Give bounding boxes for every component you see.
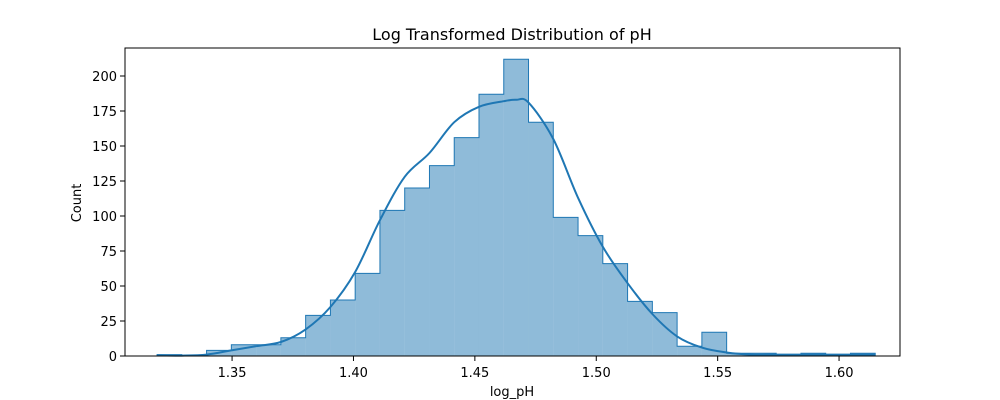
histogram-bar [231,344,257,356]
y-tick-label: 125 [92,175,117,190]
histogram-bar [528,122,554,356]
histogram-bar [503,59,529,356]
histogram-bar [429,165,455,356]
kde-curve [157,97,876,357]
x-tick-label: 1.55 [703,366,732,381]
histogram-bar [578,235,603,356]
histogram-bar [404,188,430,356]
x-tick-label: 1.45 [460,366,489,381]
y-tick-label: 200 [92,70,117,85]
histogram-bar [454,137,479,356]
y-tick-label: 75 [100,245,117,260]
y-tick-label: 175 [92,105,117,120]
histogram-bar [553,217,579,356]
histogram-bars [156,58,876,357]
x-axis-label: log_pH [490,385,534,400]
histogram-bar [379,210,405,356]
y-tick-label: 150 [92,140,117,155]
histogram-bar [330,300,356,356]
y-tick-label: 0 [109,350,117,365]
x-axis-ticks: 1.35 1.40 1.45 1.50 1.55 1.60 [218,356,854,381]
histogram-bar [256,344,281,356]
y-tick-label: 25 [100,315,117,330]
histogram-bar [478,94,504,356]
y-tick-label: 100 [92,210,117,225]
x-tick-label: 1.50 [582,366,611,381]
histogram-bar [280,337,306,356]
chart-title: Log Transformed Distribution of pH [372,25,651,44]
x-tick-label: 1.40 [339,366,368,381]
histogram-bar [677,346,702,356]
y-tick-label: 50 [100,280,117,295]
histogram-bar [305,315,331,356]
plot-area-frame [124,47,901,357]
x-tick-label: 1.35 [218,366,247,381]
histogram-bar [355,273,380,356]
y-axis-label: Count [70,184,85,223]
x-tick-label: 1.60 [825,366,854,381]
y-axis-ticks: 0 25 50 75 100 125 150 175 200 [92,70,125,365]
